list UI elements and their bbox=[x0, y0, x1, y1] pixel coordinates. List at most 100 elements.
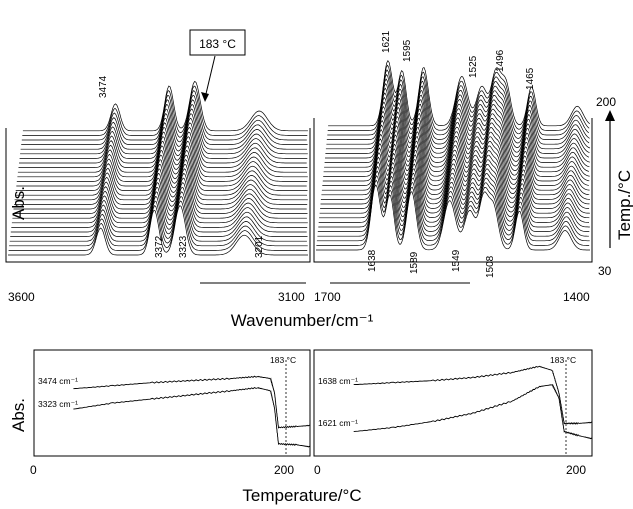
spectrum-trace bbox=[9, 191, 307, 242]
bottom-right-traces bbox=[353, 365, 593, 440]
spectrum-trace bbox=[317, 170, 589, 237]
peak-label-1595: 1595 bbox=[402, 39, 413, 62]
spectrum-trace bbox=[9, 195, 308, 247]
top-left-spectra-traces bbox=[8, 80, 308, 256]
top-right-spectra-traces bbox=[316, 60, 591, 251]
spectrum-trace bbox=[19, 113, 307, 164]
spectrum-trace bbox=[322, 115, 590, 182]
bottom-left-x-tick-0: 0 bbox=[30, 463, 37, 477]
wavenumber-axis-title: Wavenumber/cm⁻¹ bbox=[231, 311, 374, 330]
temperature-callout-label: 183 °C bbox=[199, 37, 236, 51]
top-left-spectra-panel bbox=[5, 80, 311, 284]
intensity-trace bbox=[353, 383, 593, 440]
spectrum-trace bbox=[8, 205, 308, 256]
spectrum-trace bbox=[18, 117, 308, 168]
peak-label-3323: 3323 bbox=[178, 235, 189, 258]
spectrum-trace bbox=[324, 96, 590, 163]
peak-label-1638: 1638 bbox=[367, 249, 378, 272]
spectrum-trace bbox=[12, 168, 307, 219]
temperature-axis-title: Temp./°C bbox=[615, 170, 633, 240]
temperature-callout-arrowhead bbox=[201, 92, 209, 102]
top-right-frame bbox=[313, 118, 593, 263]
bottom-right-frame bbox=[313, 349, 593, 457]
peak-label-1589: 1589 bbox=[409, 251, 420, 274]
top-right-spectra-panel bbox=[313, 60, 593, 284]
peak-label-1465: 1465 bbox=[525, 67, 536, 90]
spectrum-trace bbox=[13, 159, 307, 210]
spectrum-trace bbox=[320, 138, 590, 205]
intensity-trace bbox=[73, 386, 311, 448]
bottom-left-frame bbox=[33, 349, 311, 457]
spectrum-trace bbox=[326, 73, 590, 140]
spectrum-trace bbox=[14, 149, 308, 201]
spectrum-trace bbox=[16, 131, 308, 182]
spectrum-trace bbox=[17, 122, 307, 173]
spectrum-trace bbox=[319, 152, 590, 219]
spectrum-trace bbox=[12, 163, 308, 214]
spectrum-trace bbox=[11, 172, 308, 224]
bottom-right-x-tick-200: 200 bbox=[566, 463, 586, 477]
spectrum-trace bbox=[325, 87, 590, 154]
series-label-3323: 3323 cm⁻¹ bbox=[38, 399, 78, 409]
peak-label-1621: 1621 bbox=[381, 30, 392, 53]
spectrum-trace bbox=[328, 60, 590, 127]
spectrum-trace bbox=[15, 145, 307, 196]
spectrum-trace bbox=[318, 156, 590, 223]
spectrum-trace bbox=[15, 140, 308, 191]
peak-label-3201: 3201 bbox=[254, 235, 265, 258]
spectrum-trace bbox=[8, 200, 308, 251]
spectrum-trace bbox=[316, 184, 590, 251]
spectrum-trace bbox=[318, 161, 590, 228]
spectrum-trace bbox=[327, 69, 590, 136]
bottom-left-transition-label: 183 °C bbox=[270, 355, 296, 365]
temperature-callout-arrow bbox=[204, 55, 216, 99]
spectrum-trace bbox=[20, 103, 308, 155]
peak-label-3372: 3372 bbox=[154, 235, 165, 258]
spectrum-trace bbox=[11, 177, 308, 228]
bottom-right-intensity-panel: 183 °C 1638 cm⁻¹ 1621 cm⁻¹ bbox=[313, 349, 593, 457]
spectrum-trace bbox=[325, 92, 590, 159]
spectrum-trace bbox=[323, 110, 590, 177]
spectrum-trace bbox=[316, 179, 590, 246]
spectrum-trace bbox=[326, 78, 590, 145]
spectrum-trace bbox=[10, 182, 307, 233]
spectrum-trace bbox=[321, 124, 590, 191]
x-tick-3600: 3600 bbox=[8, 290, 35, 304]
temperature-tick-30: 30 bbox=[598, 264, 612, 278]
peak-label-1525: 1525 bbox=[468, 55, 479, 78]
spectrum-trace bbox=[321, 129, 590, 196]
peak-label-3474: 3474 bbox=[98, 75, 109, 98]
series-label-3474: 3474 cm⁻¹ bbox=[38, 376, 78, 386]
series-label-1638: 1638 cm⁻¹ bbox=[318, 376, 358, 386]
peak-label-1508: 1508 bbox=[485, 255, 496, 278]
spectrum-trace bbox=[316, 175, 590, 242]
peak-label-1549: 1549 bbox=[451, 249, 462, 272]
temperature-axis-arrowhead bbox=[605, 110, 615, 121]
spectrum-trace bbox=[320, 133, 590, 200]
intensity-trace bbox=[353, 365, 593, 425]
x-tick-1700: 1700 bbox=[314, 290, 341, 304]
x-tick-1400: 1400 bbox=[563, 290, 590, 304]
bottom-right-x-tick-0: 0 bbox=[314, 463, 321, 477]
intensity-trace bbox=[73, 375, 311, 429]
spectrum-trace bbox=[323, 106, 590, 173]
spectrum-trace bbox=[327, 64, 590, 131]
x-tick-3100: 3100 bbox=[278, 290, 305, 304]
series-label-1621: 1621 cm⁻¹ bbox=[318, 418, 358, 428]
bottom-y-axis-title: Abs. bbox=[9, 398, 28, 432]
temperature-x-axis-title: Temperature/°C bbox=[242, 486, 361, 505]
spectrum-trace bbox=[319, 147, 590, 214]
temperature-callout-box bbox=[189, 29, 246, 56]
spectrum-trace bbox=[325, 83, 591, 150]
spectrum-trace bbox=[317, 165, 590, 232]
bottom-right-transition-label: 183 °C bbox=[550, 355, 576, 365]
spectrum-trace bbox=[17, 126, 308, 178]
spectrum-trace bbox=[14, 154, 308, 205]
spectrum-trace bbox=[16, 136, 307, 187]
spectrum-trace bbox=[320, 142, 590, 209]
bottom-left-intensity-panel: 183 °C 3474 cm⁻¹ 3323 cm⁻¹ bbox=[33, 349, 311, 457]
bottom-left-traces bbox=[73, 375, 311, 448]
top-y-axis-title: Abs. bbox=[9, 186, 28, 220]
temperature-tick-200: 200 bbox=[596, 95, 616, 109]
